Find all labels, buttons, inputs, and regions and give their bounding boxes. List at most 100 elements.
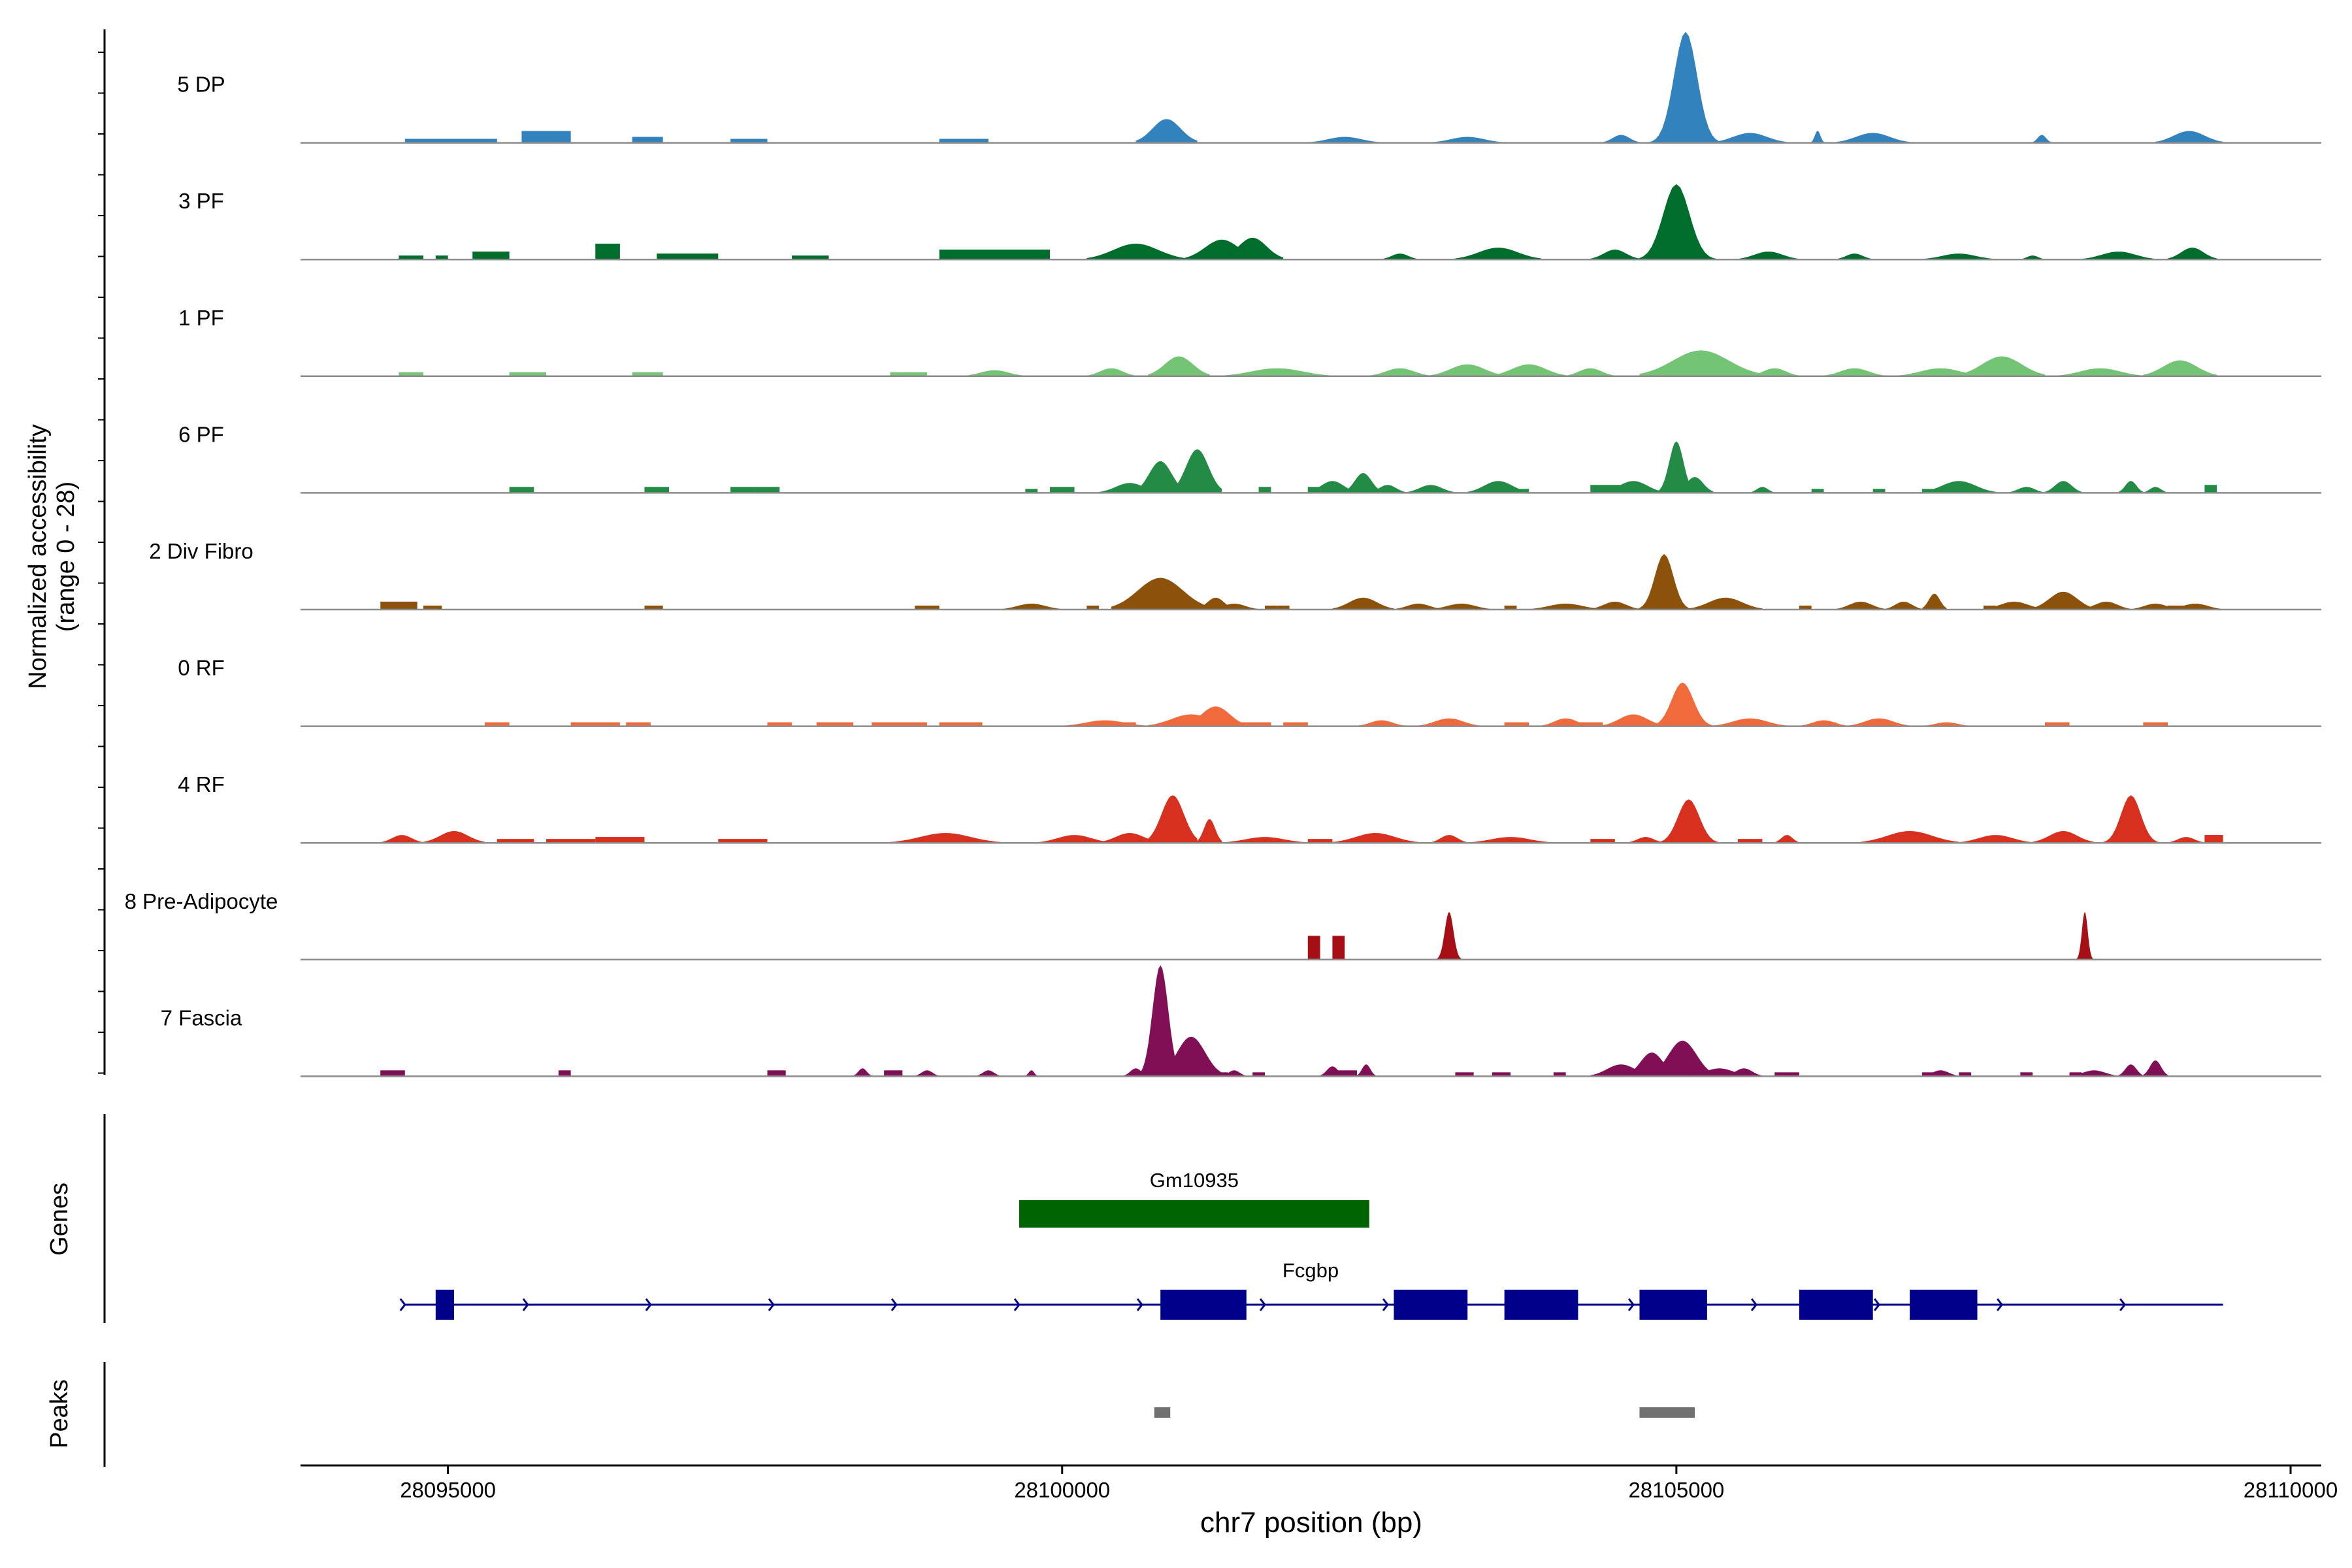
- coverage-block: [657, 253, 719, 260]
- coverage-peak: [1492, 364, 1566, 376]
- coverage-peak: [1725, 1068, 1763, 1077]
- track-2-div-fibro: [301, 554, 2321, 611]
- coverage-peak: [2118, 1064, 2144, 1077]
- coverage-block: [1307, 936, 1320, 960]
- coverage-block: [915, 605, 939, 610]
- strand-arrow: [1627, 1298, 1635, 1311]
- coverage-peak: [1369, 485, 1407, 493]
- coverage-peak: [1603, 135, 1640, 143]
- coverage-block: [792, 255, 829, 260]
- track-7-fascia: [301, 965, 2321, 1077]
- coverage-peak: [1332, 597, 1394, 610]
- coverage-block: [2204, 835, 2223, 843]
- coverage-block: [1504, 605, 1517, 610]
- coverage-peak: [2168, 837, 2205, 843]
- coverage-peak: [1921, 481, 1996, 493]
- gene-body-gm10935: [1019, 1200, 1369, 1228]
- coverage-peak: [1184, 706, 1247, 727]
- coverage-peak: [915, 1070, 939, 1077]
- coverage-peak: [1627, 184, 1726, 260]
- coverage-peak: [1307, 481, 1357, 493]
- coverage-peak: [1437, 911, 1462, 960]
- coverage-block: [2143, 722, 2168, 727]
- x-axis: 28095000 28100000 28105000 28110000: [301, 1464, 2338, 1502]
- strand-arrow: [522, 1298, 529, 1311]
- coverage-peak: [1222, 837, 1308, 843]
- coverage-peak: [1603, 481, 1665, 493]
- coverage-peak: [1590, 601, 1640, 610]
- coverage-block: [1959, 1072, 1972, 1077]
- coverage-block: [1086, 605, 1100, 610]
- coverage-block: [404, 139, 497, 143]
- gene-label-fcgbp: Fcgbp: [1282, 1259, 1339, 1282]
- coverage-peak: [1652, 799, 1726, 843]
- strand-arrow: [1136, 1298, 1143, 1311]
- coverage-block: [595, 243, 620, 260]
- coverage-peak: [1357, 720, 1407, 727]
- coverage-block: [485, 722, 510, 727]
- coverage-peak: [1430, 603, 1492, 610]
- strand-arrow: [1382, 1298, 1389, 1311]
- coverage-peak: [1921, 253, 1996, 260]
- coverage-block: [509, 487, 534, 493]
- coverage-peak: [1455, 248, 1541, 260]
- x-tick-label: 28110000: [2244, 1478, 2338, 1502]
- track-1-pf: [301, 350, 2321, 378]
- coverage-peak: [1000, 603, 1062, 610]
- peaks-panel: [103, 1362, 1695, 1467]
- coverage-block: [570, 722, 620, 727]
- coverage-peak: [2094, 795, 2168, 843]
- genes-panel: Gm10935 Fcgbp: [103, 1114, 2223, 1323]
- coverage-peak: [1885, 601, 1922, 610]
- coverage-peak: [1148, 356, 1210, 376]
- coverage-peak: [2082, 252, 2156, 260]
- track-label: 3 PF: [178, 189, 224, 213]
- coverage-peak: [2143, 360, 2217, 376]
- coverage-block: [399, 372, 424, 376]
- coverage-block: [1455, 1072, 1474, 1077]
- coverage-peak: [1627, 554, 1701, 610]
- coverage-peak: [1541, 718, 1591, 727]
- coverage-block: [1553, 1072, 1566, 1077]
- coverage-peak: [1959, 356, 2045, 376]
- strand-arrow: [1873, 1298, 1881, 1311]
- track-3-pf: [301, 184, 2321, 261]
- coverage-block: [1872, 489, 1886, 493]
- coverage-block: [1492, 1072, 1511, 1077]
- coverage-block: [380, 1070, 405, 1077]
- coverage-block: [546, 839, 596, 843]
- coverage-tracks: [98, 29, 2321, 1077]
- coverage-peak: [1394, 603, 1443, 610]
- coverage-block: [644, 487, 670, 493]
- coverage-block: [632, 372, 663, 376]
- coverage-block: [1277, 605, 1290, 610]
- track-label: 7 Fascia: [161, 1005, 242, 1030]
- coverage-block: [1252, 1072, 1265, 1077]
- coverage-peak: [1222, 368, 1333, 376]
- coverage-block: [755, 487, 780, 493]
- coverage-peak: [2033, 135, 2051, 143]
- coverage-peak: [964, 370, 1026, 376]
- y-axis-title-line2: (range 0 - 28): [52, 482, 80, 632]
- coverage-peak: [1750, 487, 1775, 493]
- exon: [1799, 1290, 1873, 1320]
- exon: [435, 1290, 455, 1320]
- coverage-block: [1799, 605, 1812, 610]
- coverage-block: [1504, 722, 1529, 727]
- coverage-peak: [2082, 601, 2131, 610]
- coverage-peak: [1345, 473, 1382, 493]
- coverage-peak: [890, 833, 1001, 843]
- track-4-rf: [301, 795, 2321, 844]
- coverage-peak: [2155, 131, 2223, 143]
- coverage-peak: [1135, 119, 1198, 143]
- coverage-peak: [1222, 1070, 1247, 1077]
- coverage-peak: [1848, 718, 1910, 727]
- track-label: 0 RF: [178, 656, 225, 680]
- coverage-block: [399, 255, 424, 260]
- strand-arrow: [768, 1298, 775, 1311]
- coverage-peak: [1836, 133, 1910, 143]
- x-axis-title: chr7 position (bp): [1200, 1507, 1422, 1539]
- coverage-block: [2069, 1072, 2082, 1077]
- coverage-peak: [1603, 714, 1665, 727]
- coverage-peak: [1590, 250, 1640, 260]
